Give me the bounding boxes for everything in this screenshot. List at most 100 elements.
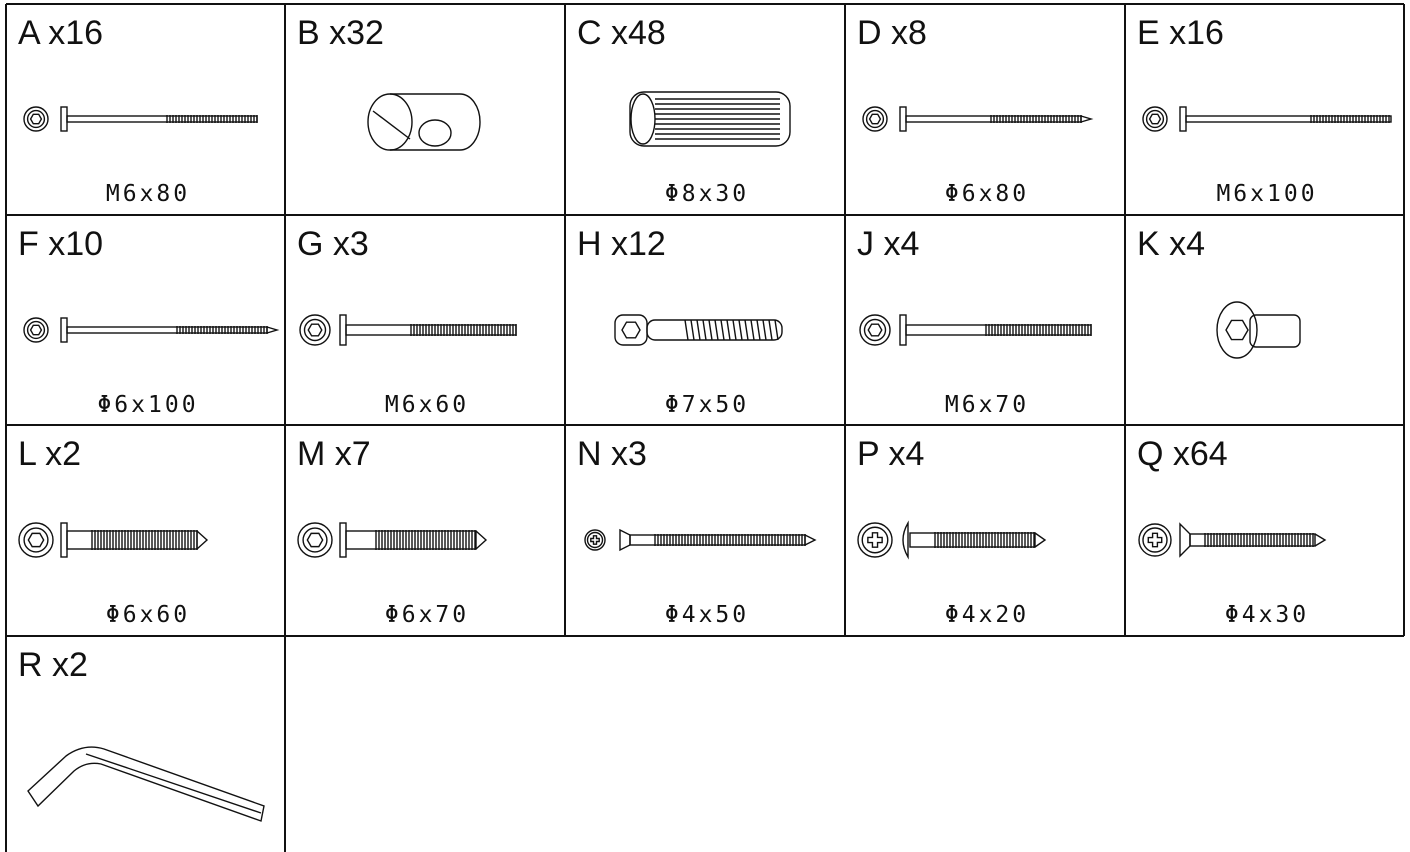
thread	[690, 319, 695, 341]
part-label: Q x64	[1137, 435, 1228, 473]
tip	[196, 530, 209, 550]
thread	[762, 319, 767, 341]
cross	[867, 532, 883, 548]
head	[614, 314, 648, 346]
part-label: A x16	[18, 14, 103, 52]
head-side	[60, 106, 68, 132]
part-label: E x16	[1137, 14, 1224, 52]
icons	[18, 91, 1392, 822]
hex	[867, 323, 883, 337]
part-size: Φ7x50	[665, 392, 749, 418]
head-view	[1138, 523, 1172, 557]
thread	[702, 319, 707, 341]
thread	[726, 319, 731, 341]
bolt-icon	[584, 528, 817, 552]
hex	[29, 324, 43, 336]
hex	[27, 532, 45, 548]
tip	[1034, 532, 1047, 548]
head-inner	[863, 318, 887, 342]
part-size: Φ6x80	[945, 181, 1029, 207]
part-size: M6x100	[1216, 181, 1317, 207]
hex	[1148, 113, 1162, 125]
barrel	[1249, 314, 1301, 348]
tip	[266, 326, 280, 334]
part-label: M x7	[297, 435, 371, 473]
thread	[768, 319, 773, 341]
tip	[1314, 533, 1327, 547]
part-size: Φ4x30	[1225, 602, 1309, 628]
part-size: Φ4x20	[945, 602, 1029, 628]
head-side	[899, 106, 907, 132]
thread	[708, 319, 713, 341]
part-label: H x12	[577, 225, 666, 263]
bolt-icon	[862, 106, 1094, 132]
head-side	[902, 520, 909, 560]
head	[1216, 301, 1258, 359]
tip	[475, 530, 488, 550]
part-label: C x48	[577, 14, 666, 52]
bolt-icon	[23, 317, 280, 343]
thread	[756, 319, 761, 341]
thread	[696, 319, 701, 341]
tip	[1080, 115, 1094, 123]
bolt-icon	[297, 522, 488, 558]
head-view	[857, 522, 893, 558]
bolt-icon	[859, 314, 1092, 346]
head-side	[1179, 106, 1187, 132]
part-size: M6x60	[385, 392, 469, 418]
hex	[868, 113, 882, 125]
part-label: J x4	[857, 225, 919, 263]
part-size: Φ6x60	[106, 602, 190, 628]
head-view	[23, 106, 49, 132]
thread	[720, 319, 725, 341]
hex	[1225, 319, 1249, 341]
part-label: P x4	[857, 435, 924, 473]
part-label: D x8	[857, 14, 927, 52]
head-view	[23, 317, 49, 343]
part-label: G x3	[297, 225, 369, 263]
head-inner	[861, 526, 889, 554]
body	[390, 93, 481, 151]
hex	[307, 323, 323, 337]
hole	[418, 119, 452, 147]
hex	[306, 532, 324, 548]
head-side	[899, 314, 907, 346]
key	[27, 746, 265, 822]
grid	[5, 3, 1405, 852]
head-side	[339, 314, 347, 346]
head-side	[1179, 522, 1191, 558]
head-inner	[1142, 527, 1168, 553]
barrel-nut-icon	[367, 93, 481, 151]
bolt-icon	[857, 520, 1047, 560]
end	[630, 93, 656, 145]
shaft	[909, 532, 1036, 548]
head-view	[1142, 106, 1168, 132]
body	[629, 91, 791, 147]
thread	[744, 319, 749, 341]
shaft	[345, 324, 517, 336]
bolt-icon	[1138, 522, 1327, 558]
edge	[85, 753, 262, 814]
cross	[590, 535, 600, 545]
head-inner	[302, 527, 328, 553]
thread	[750, 319, 755, 341]
hex	[621, 321, 641, 339]
part-label: L x2	[18, 435, 81, 473]
part-label: N x3	[577, 435, 647, 473]
thread	[714, 319, 719, 341]
head-inner	[26, 109, 46, 129]
shaft	[345, 530, 477, 550]
bolt-icon	[18, 522, 209, 558]
head-view	[297, 522, 333, 558]
part-label: R x2	[18, 646, 88, 684]
part-label: K x4	[1137, 225, 1205, 263]
part-size: Φ8x30	[665, 181, 749, 207]
head-inner	[26, 320, 46, 340]
dowel-icon	[629, 91, 791, 147]
hex	[29, 113, 43, 125]
bolt-icon	[1142, 106, 1392, 132]
allen-key-icon	[27, 746, 265, 822]
part-size: Φ6x100	[97, 392, 198, 418]
head-inner	[865, 109, 885, 129]
slot	[372, 110, 411, 140]
